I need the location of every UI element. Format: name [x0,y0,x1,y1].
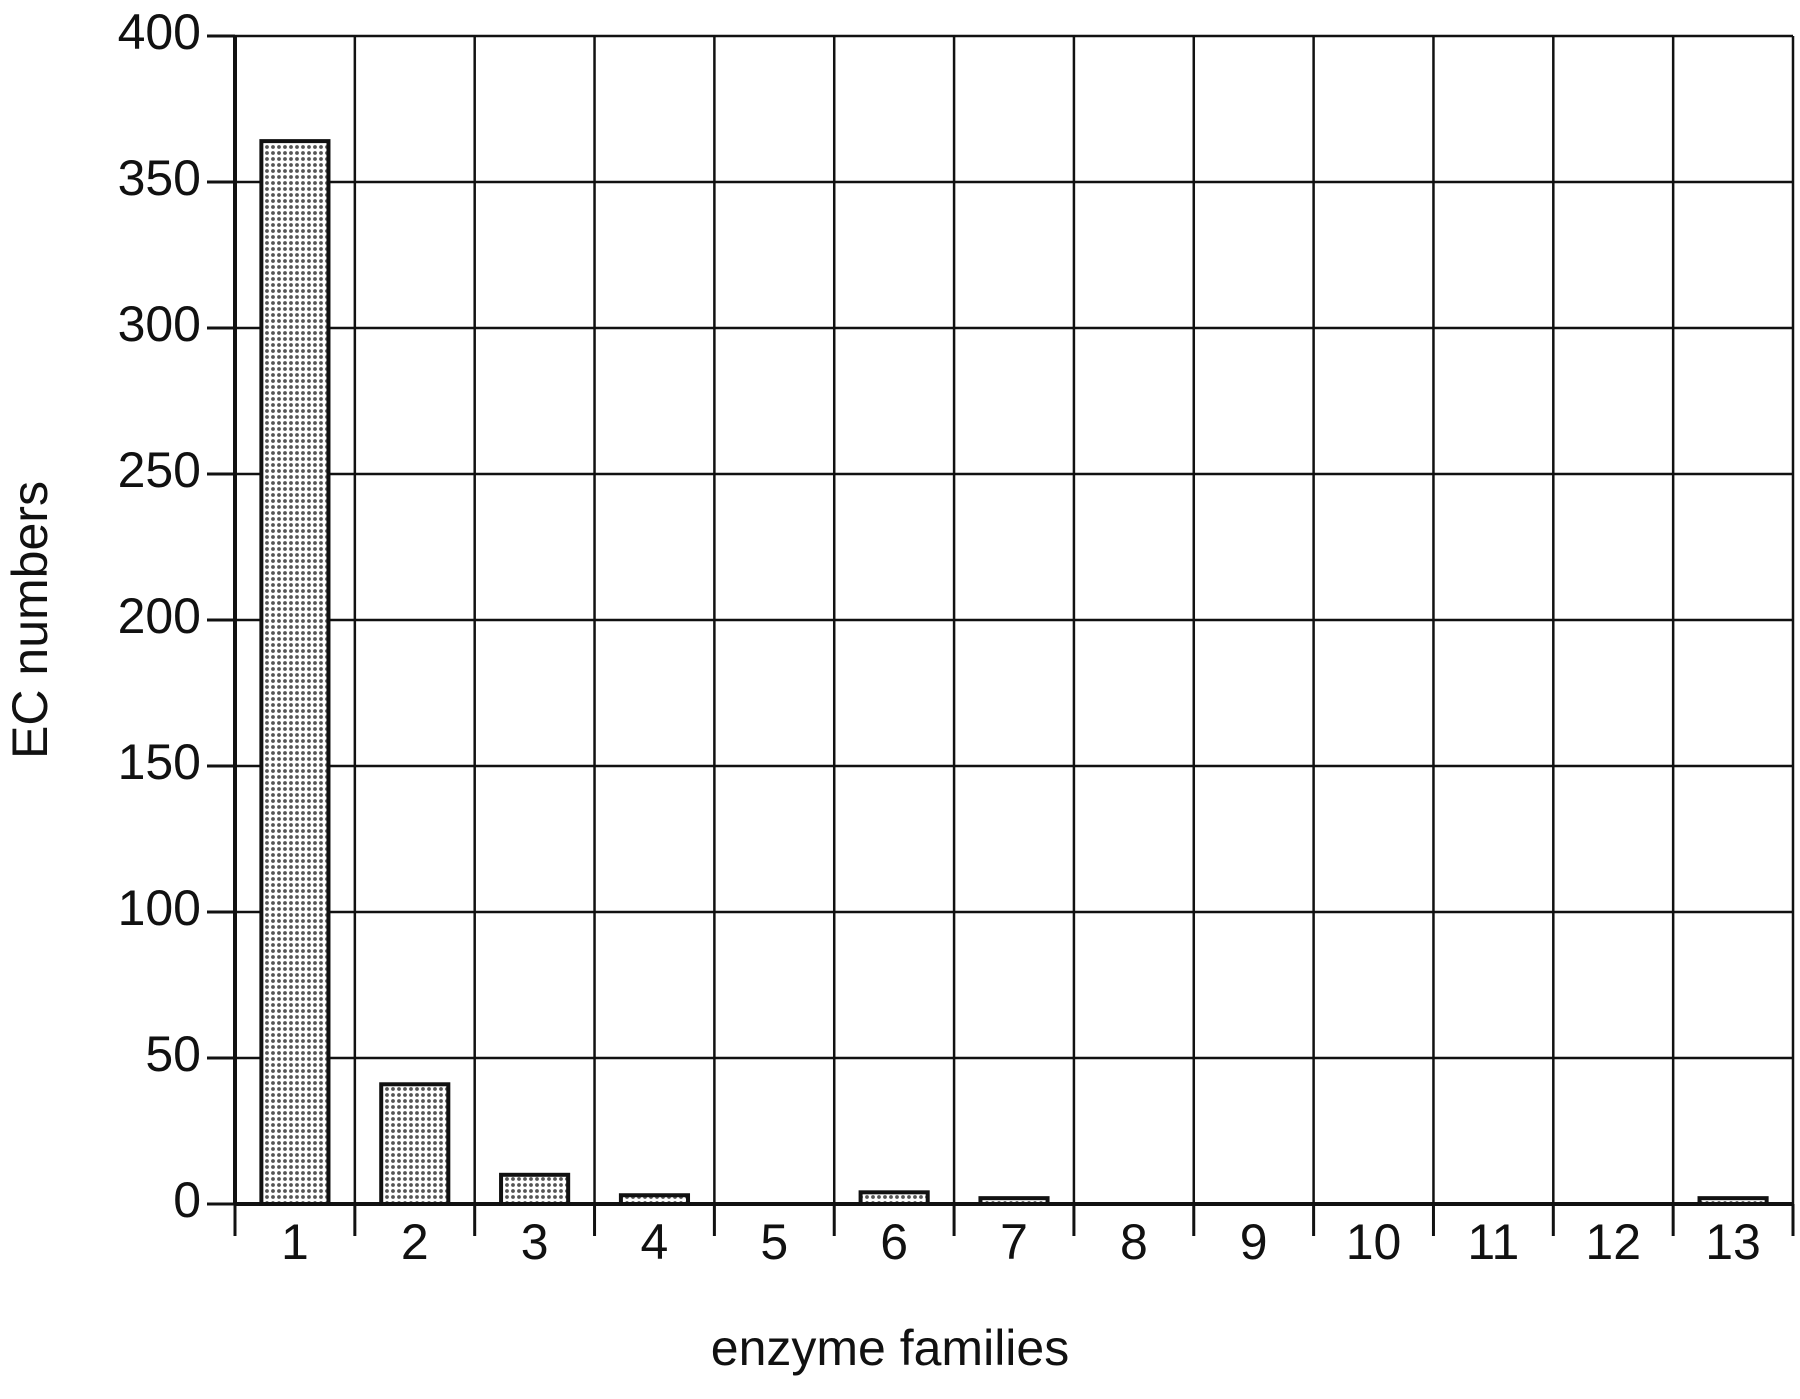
y-tick-label: 50 [145,1026,201,1082]
bar [858,1190,930,1206]
x-axis-label: enzyme families [711,1320,1069,1376]
x-tick-label: 11 [1467,1214,1519,1270]
x-tick-label: 9 [1240,1214,1268,1270]
y-tick-label: 300 [118,296,201,352]
x-tick-label: 7 [1000,1214,1028,1270]
x-tick-label: 4 [641,1214,669,1270]
y-tick-label: 0 [173,1172,201,1228]
x-tick-label: 13 [1705,1214,1761,1270]
y-tick-label: 250 [118,442,201,498]
y-tick-label: 200 [118,588,201,644]
x-tick-label: 3 [521,1214,549,1270]
marks [259,139,1769,1207]
y-tick-label: 400 [118,4,201,60]
x-tick-label: 6 [880,1214,908,1270]
x-tick-label: 1 [281,1214,309,1270]
x-tick-label: 5 [760,1214,788,1270]
x-tick-label: 12 [1585,1214,1641,1270]
bar [1697,1196,1769,1207]
bar [618,1193,691,1206]
bar [499,1172,571,1207]
bar [379,1082,451,1207]
grid [207,34,1795,1236]
bar [978,1196,1050,1207]
y-tick-label: 100 [118,880,201,936]
bar [259,139,331,1206]
y-axis-label: EC numbers [2,481,58,759]
x-tick-label: 10 [1346,1214,1402,1270]
x-tick-label: 2 [401,1214,429,1270]
y-tick-label: 350 [118,150,201,206]
y-tick-label: 150 [118,734,201,790]
x-tick-label: 8 [1120,1214,1148,1270]
